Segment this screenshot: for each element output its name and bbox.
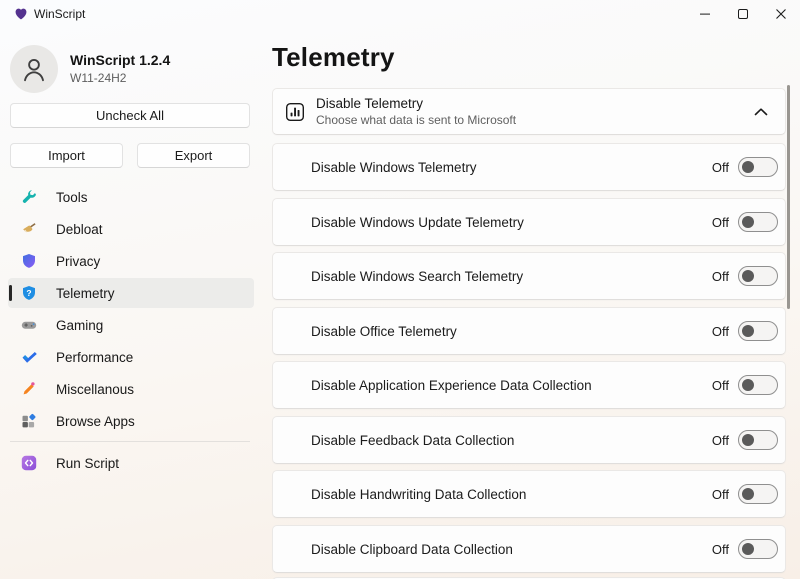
sidebar: WinScript 1.2.4 W11-24H2 Uncheck All Imp… (0, 28, 262, 579)
bar-chart-icon (286, 102, 305, 121)
sidebar-nav: Tools Debloat Privacy (8, 182, 254, 438)
toggle-row-disable-feedback-data-collection: Disable Feedback Data Collection Off (272, 416, 786, 464)
toggle-knob (742, 543, 754, 555)
toggle-switch[interactable] (738, 266, 778, 286)
toggle-state-label: Off (711, 432, 729, 448)
toggle-knob (742, 434, 754, 446)
toggle-row-disable-windows-search-telemetry: Disable Windows Search Telemetry Off (272, 252, 786, 300)
app-logo-heart-icon (15, 8, 27, 20)
toggle-switch[interactable] (738, 157, 778, 177)
windows-build-label: W11-24H2 (70, 71, 127, 85)
toggle-label: Disable Windows Telemetry (311, 159, 477, 175)
sidebar-item-privacy[interactable]: Privacy (8, 246, 254, 276)
sidebar-item-label: Debloat (56, 221, 103, 237)
toggle-state-label: Off (711, 214, 729, 230)
title-bar: WinScript (0, 0, 800, 28)
chevron-up-icon[interactable] (753, 105, 769, 119)
toggle-switch[interactable] (738, 484, 778, 504)
broom-icon (23, 223, 36, 233)
maximize-button[interactable] (724, 0, 762, 28)
sidebar-item-label: Telemetry (56, 285, 115, 301)
toggle-row-disable-clipboard-data-collection: Disable Clipboard Data Collection Off (272, 525, 786, 573)
toggle-state-label: Off (711, 377, 729, 393)
scrollbar-thumb[interactable] (787, 85, 790, 309)
toggle-state-label: Off (711, 268, 729, 284)
toggle-label: Disable Application Experience Data Coll… (311, 377, 592, 393)
toggle-knob (742, 488, 754, 500)
selected-indicator (9, 285, 12, 301)
close-button[interactable] (762, 0, 800, 28)
maximize-icon (738, 9, 748, 19)
app-version-label: WinScript 1.2.4 (70, 52, 171, 68)
sidebar-item-telemetry[interactable]: ? Telemetry (8, 278, 254, 308)
toggle-switch[interactable] (738, 430, 778, 450)
expander-subtitle: Choose what data is sent to Microsoft (316, 113, 517, 127)
apps-icon (22, 413, 36, 428)
toggle-switch[interactable] (738, 212, 778, 232)
window-title: WinScript (34, 7, 86, 21)
toggle-row-disable-windows-telemetry: Disable Windows Telemetry Off (272, 143, 786, 191)
sidebar-divider (10, 441, 250, 442)
uncheck-all-button[interactable]: Uncheck All (10, 103, 250, 128)
svg-text:?: ? (26, 288, 31, 298)
toggle-label: Disable Windows Search Telemetry (311, 268, 524, 284)
toggle-state-label: Off (711, 486, 729, 502)
sidebar-item-label: Browse Apps (56, 413, 135, 429)
sidebar-item-tools[interactable]: Tools (8, 182, 254, 212)
toggle-label: Disable Windows Update Telemetry (311, 214, 524, 230)
toggle-knob (742, 325, 754, 337)
sidebar-item-miscellanous[interactable]: Miscellanous (8, 374, 254, 404)
checkmark-icon (22, 352, 37, 363)
gamepad-icon (21, 321, 37, 329)
sidebar-item-performance[interactable]: Performance (8, 342, 254, 372)
toggle-state-label: Off (711, 159, 729, 175)
toggle-label: Disable Clipboard Data Collection (311, 541, 513, 557)
sidebar-item-label: Performance (56, 349, 134, 365)
page-title: Telemetry (272, 42, 395, 72)
toggle-knob (742, 270, 754, 282)
close-icon (776, 9, 786, 19)
toggle-knob (742, 161, 754, 173)
disable-telemetry-expander[interactable]: Disable Telemetry Choose what data is se… (272, 88, 786, 135)
sidebar-item-label: Run Script (56, 455, 120, 471)
toggle-row-disable-office-telemetry: Disable Office Telemetry Off (272, 307, 786, 355)
sidebar-item-browse-apps[interactable]: Browse Apps (8, 406, 254, 436)
toggle-row-disable-handwriting-data-collection: Disable Handwriting Data Collection Off (272, 470, 786, 518)
minimize-button[interactable] (686, 0, 724, 28)
toggle-knob (742, 216, 754, 228)
toggle-state-label: Off (711, 323, 729, 339)
sidebar-item-gaming[interactable]: Gaming (8, 310, 254, 340)
toggle-row-disable-application-experience-data-collection: Disable Application Experience Data Coll… (272, 361, 786, 409)
person-icon (24, 58, 44, 82)
code-icon (21, 455, 37, 471)
wrench-icon (22, 190, 36, 203)
sidebar-item-debloat[interactable]: Debloat (8, 214, 254, 244)
toggle-switch[interactable] (738, 539, 778, 559)
shield-question-icon: ? (23, 286, 35, 300)
sidebar-item-label: Privacy (56, 253, 101, 269)
toggle-label: Disable Feedback Data Collection (311, 432, 515, 448)
avatar (10, 45, 58, 93)
pencil-icon (23, 382, 35, 395)
sidebar-item-label: Gaming (56, 317, 104, 333)
minimize-icon (700, 13, 710, 15)
sidebar-item-label: Miscellanous (56, 381, 135, 397)
toggle-label: Disable Handwriting Data Collection (311, 486, 527, 502)
import-button[interactable]: Import (10, 143, 123, 168)
sidebar-item-run-script[interactable]: Run Script (8, 448, 254, 478)
toggle-switch[interactable] (738, 375, 778, 395)
shield-icon (23, 254, 35, 268)
export-button[interactable]: Export (137, 143, 250, 168)
toggle-label: Disable Office Telemetry (311, 323, 457, 339)
toggle-switch[interactable] (738, 321, 778, 341)
toggle-row-disable-windows-update-telemetry: Disable Windows Update Telemetry Off (272, 198, 786, 246)
expander-title: Disable Telemetry (316, 96, 424, 111)
toggle-state-label: Off (711, 541, 729, 557)
toggle-knob (742, 379, 754, 391)
run-script-section: Run Script (8, 448, 254, 480)
sidebar-item-label: Tools (56, 189, 88, 205)
